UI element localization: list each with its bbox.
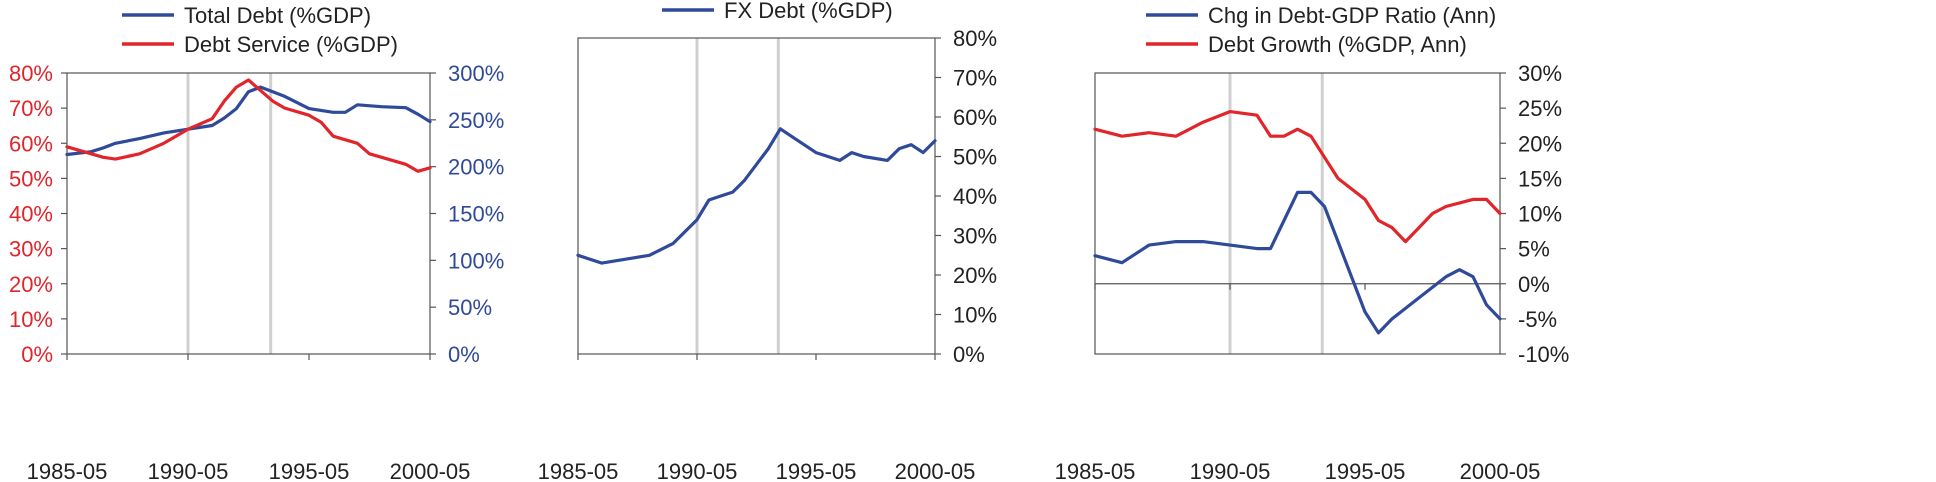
- x-tick-label: 2000-05: [390, 459, 471, 482]
- x-tick-label: 2000-05: [895, 459, 976, 482]
- plot-frame: [1094, 72, 1501, 355]
- y-right-tick-label: 15%: [1518, 166, 1562, 191]
- y-right-tick-label: 150%: [448, 202, 504, 227]
- x-tick-label: 1995-05: [1325, 459, 1406, 482]
- y-right-tick-label: 0%: [953, 342, 985, 367]
- y-left-tick-label: 20%: [9, 272, 53, 297]
- legend-label-1: Total Debt (%GDP): [184, 3, 371, 28]
- y-right-tick-label: 50%: [953, 145, 997, 170]
- y-right-tick-label: 250%: [448, 108, 504, 133]
- chart-panel-1: 1985-05 1990-05 1995-05 2000-05 0% 10% 20% 30% 4…: [9, 3, 504, 482]
- y-right-tick-label: 5%: [1518, 237, 1550, 262]
- legend-label-1: FX Debt (%GDP): [724, 0, 893, 23]
- shade-band-1: [1228, 73, 1232, 354]
- shade-band-2: [269, 73, 273, 354]
- y-left-tick-label: 80%: [9, 61, 53, 86]
- x-tick-label: 1990-05: [1190, 459, 1271, 482]
- y-right-tick-label: 0%: [1518, 272, 1550, 297]
- x-tick-label: 1985-05: [538, 459, 619, 482]
- y-right-tick-label: 0%: [448, 342, 480, 367]
- y-right-tick-label: 10%: [953, 303, 997, 328]
- y-left-tick-label: 10%: [9, 307, 53, 332]
- shade-band-1: [186, 73, 190, 354]
- y-right-tick-label: 30%: [1518, 61, 1562, 86]
- y-right-tick-label: 20%: [953, 263, 997, 288]
- y-left-tick-label: 60%: [9, 131, 53, 156]
- y-right-tick-label: 200%: [448, 155, 504, 180]
- y-right-tick-label: 60%: [953, 105, 997, 130]
- x-tick-label: 1995-05: [269, 459, 350, 482]
- y-left-tick-label: 50%: [9, 166, 53, 191]
- y-right-tick-label: 25%: [1518, 96, 1562, 121]
- shade-band-2: [1320, 73, 1324, 354]
- x-tick-label: 1985-05: [1055, 459, 1136, 482]
- plot-frame: [66, 72, 431, 355]
- legend-label-2: Debt Growth (%GDP, Ann): [1208, 32, 1467, 57]
- legend-label-2: Debt Service (%GDP): [184, 32, 398, 57]
- shade-band-1: [695, 38, 699, 354]
- y-left-tick-label: 70%: [9, 96, 53, 121]
- x-tick-label: 2000-05: [1460, 459, 1541, 482]
- chart-panel-2: 1985-05 1990-05 1995-05 2000-05 0% 10% 20% 30% 4…: [538, 0, 997, 482]
- shade-band-2: [776, 38, 780, 354]
- y-right-tick-label: 30%: [953, 224, 997, 249]
- series-line-2: [1093, 110, 1502, 244]
- chart-panel-3: 1985-05 1990-05 1995-05 2000-05 -10% -5% 0% 5% 1…: [1055, 3, 1570, 482]
- series-line-1: [65, 85, 432, 157]
- y-right-tick-label: 70%: [953, 66, 997, 91]
- x-tick-label: 1990-05: [148, 459, 229, 482]
- series-line-1: [1093, 190, 1502, 335]
- y-left-tick-label: 40%: [9, 202, 53, 227]
- series-line-1: [576, 127, 937, 265]
- y-right-tick-label: -5%: [1518, 307, 1557, 332]
- legend-label-1: Chg in Debt-GDP Ratio (Ann): [1208, 3, 1496, 28]
- y-right-tick-label: 20%: [1518, 131, 1562, 156]
- y-left-tick-label: 0%: [21, 342, 53, 367]
- x-tick-label: 1995-05: [776, 459, 857, 482]
- series-line-2: [65, 78, 432, 173]
- y-right-tick-label: 300%: [448, 61, 504, 86]
- plot-frame: [577, 37, 936, 355]
- y-right-tick-label: 100%: [448, 248, 504, 273]
- y-right-tick-label: -10%: [1518, 342, 1569, 367]
- y-left-tick-label: 30%: [9, 237, 53, 262]
- y-right-tick-label: 40%: [953, 184, 997, 209]
- y-right-tick-label: 50%: [448, 295, 492, 320]
- y-right-tick-label: 10%: [1518, 202, 1562, 227]
- x-tick-label: 1990-05: [657, 459, 738, 482]
- x-tick-label: 1985-05: [27, 459, 108, 482]
- y-right-tick-label: 80%: [953, 26, 997, 51]
